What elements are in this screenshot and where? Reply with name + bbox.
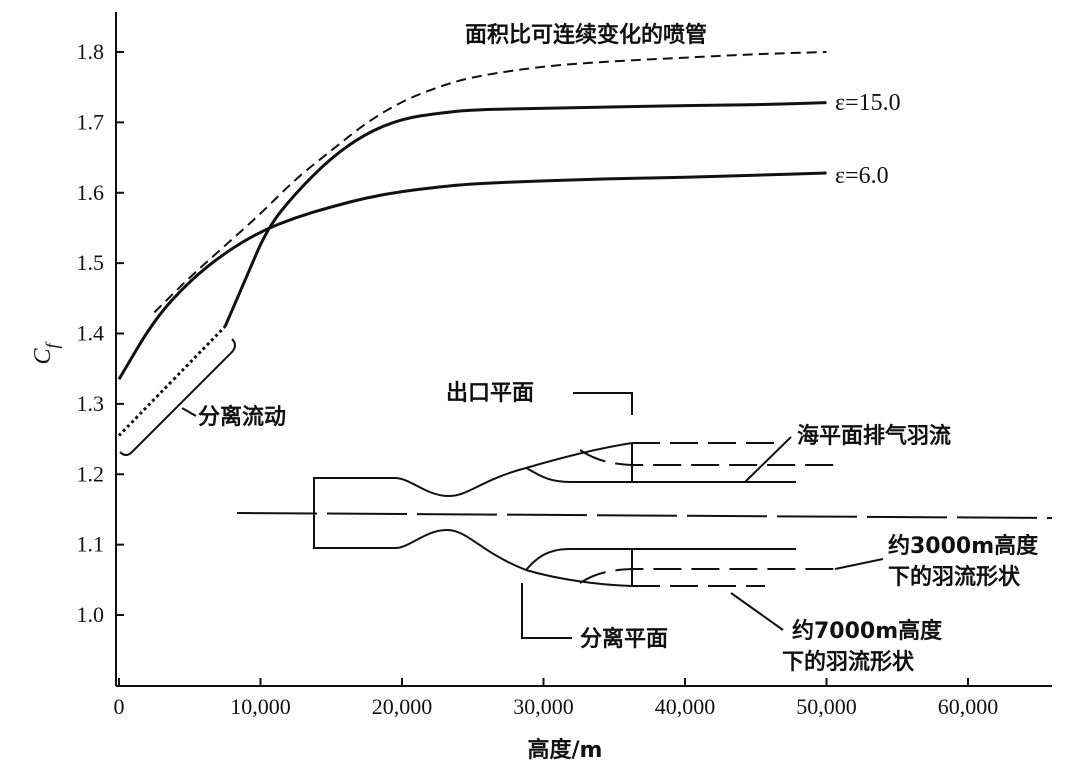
label-eps15: ε=15.0	[835, 90, 901, 116]
sea-level-plume-upper	[525, 467, 796, 483]
plume-3000-upper	[579, 449, 835, 466]
y-tick-label: 1.3	[77, 391, 105, 416]
chart-title: 面积比可连续变化的喷管	[465, 22, 707, 48]
x-axis-label: 高度/m	[528, 737, 603, 763]
plume-7000-leader	[730, 592, 784, 631]
y-tick-label: 1.5	[77, 250, 105, 275]
x-tick-label: 40,000	[655, 694, 716, 719]
label-plume-3000-line1: 约3000m高度	[888, 533, 1039, 559]
label-exit-plane: 出口平面	[446, 381, 534, 406]
y-tick-label: 1.2	[77, 461, 105, 486]
separation-plane-leader	[521, 583, 572, 639]
y-tick-group: 1.0 1.1 1.2 1.3 1.4 1.5 1.6 1.7 1.8	[77, 39, 124, 627]
x-tick-label: 50,000	[796, 694, 857, 719]
separated-flow-bracket	[119, 338, 236, 456]
label-sea-level-plume: 海平面排气羽流	[797, 423, 951, 449]
y-tick-label: 1.7	[77, 109, 105, 134]
series-layer	[117, 51, 827, 437]
x-tick-group: 0 10,000 20,000 30,000 40,000 50,000 60,000	[114, 678, 999, 719]
label-plume-7000-line1: 约7000m高度	[792, 618, 943, 644]
series-line-1	[223, 101, 827, 328]
y-axis-label-sub: f	[42, 341, 62, 349]
series-line-0	[117, 171, 827, 381]
y-tick-label: 1.8	[77, 39, 105, 64]
series-line-2	[153, 51, 827, 314]
sea-level-plume-lower	[525, 548, 796, 571]
y-tick-label: 1.0	[77, 602, 105, 627]
plume-3000-leader	[834, 558, 884, 570]
y-axis-label: Cf	[30, 341, 62, 365]
x-tick-label: 20,000	[372, 694, 433, 719]
y-axis-label-main: C	[30, 348, 56, 365]
label-plume-3000-line2: 下的羽流形状	[888, 564, 1021, 590]
y-tick-label: 1.4	[77, 321, 105, 346]
separated-flow-leader	[181, 407, 197, 417]
sea-level-plume-leader	[744, 436, 792, 483]
y-tick-label: 1.6	[77, 180, 105, 205]
x-tick-label: 60,000	[938, 694, 999, 719]
x-tick-label: 10,000	[230, 694, 291, 719]
plume-3000-lower	[579, 568, 835, 584]
centerline	[236, 512, 1053, 519]
label-separation-plane: 分离平面	[580, 626, 668, 652]
x-tick-label: 30,000	[513, 694, 574, 719]
label-separated-flow: 分离流动	[198, 404, 286, 430]
label-eps6: ε=6.0	[835, 163, 889, 189]
series-line-3	[117, 325, 227, 437]
y-tick-label: 1.1	[77, 532, 105, 557]
exit-plane-leader	[573, 392, 633, 415]
x-tick-label: 0	[114, 694, 125, 719]
label-plume-7000-line2: 下的羽流形状	[782, 649, 915, 675]
nozzle-sketch	[236, 392, 1053, 639]
